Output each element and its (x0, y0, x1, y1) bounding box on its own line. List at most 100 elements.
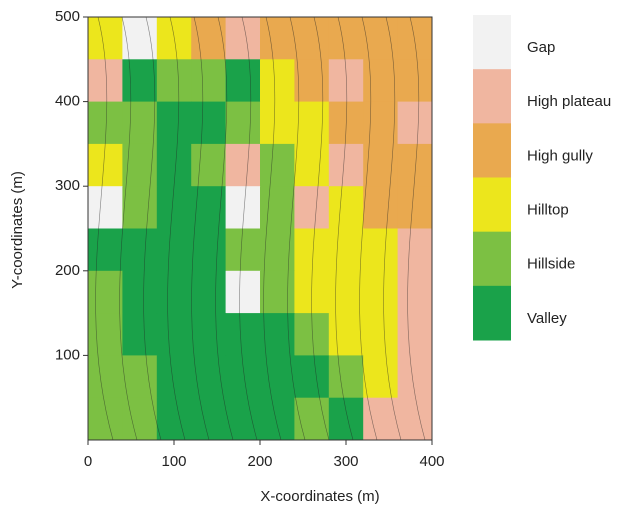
raster-cell (329, 144, 364, 187)
raster-cell (260, 186, 295, 229)
raster-cell (329, 355, 364, 398)
raster-cell (398, 59, 433, 102)
legend-label: Valley (527, 310, 567, 327)
raster-cell (157, 59, 192, 102)
raster-cell (88, 186, 123, 229)
raster-cell (329, 398, 364, 441)
x-tick-label: 300 (333, 453, 358, 470)
x-tick-label: 400 (419, 453, 444, 470)
raster-cell (191, 17, 226, 60)
raster-cell (398, 102, 433, 145)
raster-cell (191, 398, 226, 441)
raster-cell (88, 355, 123, 398)
legend-swatch (473, 232, 511, 287)
x-tick-label: 100 (161, 453, 186, 470)
y-tick-label: 400 (55, 93, 80, 110)
raster-cell (294, 229, 329, 272)
raster-cell (363, 355, 398, 398)
chart: X-coordinates (m) Y-coordinates (m) 0 100… (0, 0, 633, 510)
raster-cell (260, 271, 295, 314)
raster-cell (191, 229, 226, 272)
raster-cell (294, 102, 329, 145)
raster-cell (88, 229, 123, 272)
raster-cell (363, 313, 398, 356)
raster-cell (294, 355, 329, 398)
y-axis-title: Y-coordinates (m) (9, 171, 26, 289)
raster-cell (122, 355, 157, 398)
x-axis-title: X-coordinates (m) (260, 488, 379, 505)
raster-cell (226, 17, 261, 60)
raster-cell (363, 229, 398, 272)
raster-cell (122, 229, 157, 272)
raster-cell (329, 186, 364, 229)
raster-cell (398, 17, 433, 60)
legend-swatch (473, 69, 511, 124)
raster-cell (88, 144, 123, 187)
raster-cell (157, 186, 192, 229)
raster-cell (329, 229, 364, 272)
raster-cell (363, 271, 398, 314)
x-tick-label: 200 (247, 453, 272, 470)
raster-cell (122, 102, 157, 145)
y-tick-label: 100 (55, 346, 80, 363)
legend-label: High plateau (527, 93, 611, 110)
raster-cell (226, 102, 261, 145)
raster-cell (398, 229, 433, 272)
raster-cell (260, 17, 295, 60)
y-tick-label: 300 (55, 177, 80, 194)
raster-cell (226, 355, 261, 398)
raster-cell (260, 398, 295, 441)
raster-cell (398, 144, 433, 187)
raster-cell (226, 144, 261, 187)
raster-cell (157, 271, 192, 314)
raster-cell (226, 271, 261, 314)
raster-cell (226, 59, 261, 102)
raster-cell (157, 313, 192, 356)
raster-cell (157, 102, 192, 145)
raster-cell (88, 17, 123, 60)
raster-cell (260, 102, 295, 145)
raster-cell (226, 229, 261, 272)
raster-cell (260, 355, 295, 398)
raster-cell (398, 355, 433, 398)
raster-cell (157, 229, 192, 272)
legend-swatch (473, 286, 511, 341)
raster-cell (88, 398, 123, 441)
raster-cell (226, 313, 261, 356)
legend-swatch (473, 123, 511, 178)
raster-cell (88, 271, 123, 314)
raster-cell (363, 186, 398, 229)
raster-cell (398, 313, 433, 356)
y-tick-label: 200 (55, 262, 80, 279)
legend-label: Hillside (527, 256, 575, 273)
raster-cell (122, 59, 157, 102)
legend-label: Gap (527, 39, 555, 56)
raster-cell (191, 144, 226, 187)
legend-label: Hilltop (527, 202, 569, 219)
raster-cell (294, 59, 329, 102)
raster-cell (88, 313, 123, 356)
raster-cell (157, 398, 192, 441)
raster-cell (260, 59, 295, 102)
raster-cell (398, 398, 433, 441)
raster-cell (122, 313, 157, 356)
raster-cell (329, 271, 364, 314)
raster-cell (398, 271, 433, 314)
raster-cell (122, 398, 157, 441)
legend-swatch (473, 15, 511, 70)
legend-label: High gully (527, 147, 593, 164)
raster-cell (329, 313, 364, 356)
raster-cell (363, 102, 398, 145)
raster-cell (294, 186, 329, 229)
raster-cell (329, 17, 364, 60)
y-tick-label: 500 (55, 8, 80, 25)
raster-cell (191, 59, 226, 102)
raster-cell (122, 271, 157, 314)
legend-swatch (473, 178, 511, 233)
raster-cell (260, 144, 295, 187)
raster-cell (294, 144, 329, 187)
raster-cell (122, 17, 157, 60)
x-tick-label: 0 (84, 453, 92, 470)
raster-cell (363, 59, 398, 102)
raster-cell (398, 186, 433, 229)
